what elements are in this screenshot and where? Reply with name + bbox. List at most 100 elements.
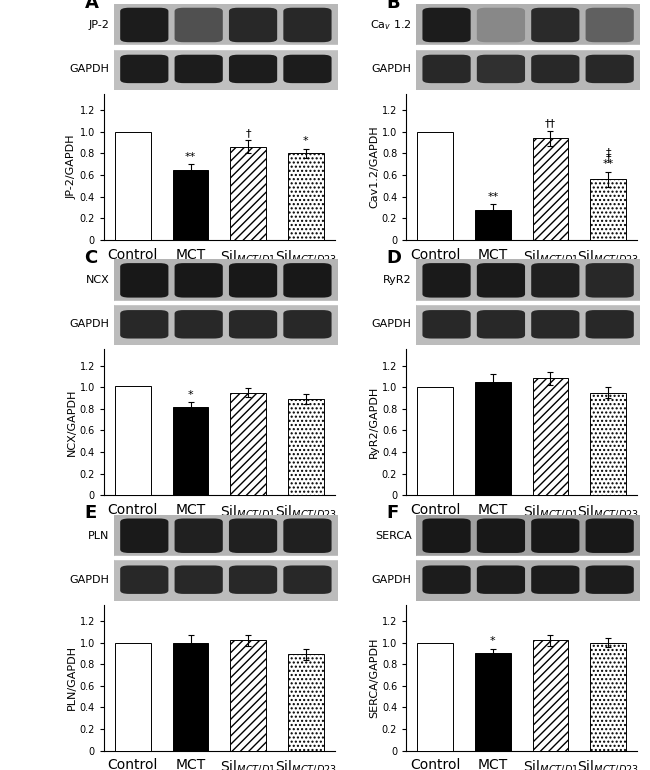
Bar [416,560,640,601]
Bar [416,556,640,560]
Bar [416,514,640,556]
FancyBboxPatch shape [586,8,634,42]
Bar [590,642,626,751]
Text: PLN: PLN [88,531,109,541]
Text: A: A [84,0,98,12]
FancyBboxPatch shape [422,310,471,339]
FancyBboxPatch shape [175,263,223,297]
Text: **: ** [185,152,196,162]
FancyBboxPatch shape [120,55,168,83]
FancyBboxPatch shape [120,263,168,297]
Text: F: F [387,504,399,522]
Text: GAPDH: GAPDH [70,574,109,584]
FancyBboxPatch shape [175,565,223,594]
FancyBboxPatch shape [422,8,471,42]
FancyBboxPatch shape [175,8,223,42]
Y-axis label: PLN/GAPDH: PLN/GAPDH [67,645,77,710]
FancyBboxPatch shape [120,8,168,42]
Bar [590,393,626,495]
Bar [173,169,209,240]
Bar [173,642,209,751]
Text: GAPDH: GAPDH [70,64,109,74]
Text: *: * [490,636,495,646]
Text: GAPDH: GAPDH [372,64,411,74]
Bar [115,386,151,495]
Text: *: * [188,390,193,400]
FancyBboxPatch shape [477,55,525,83]
Bar [417,132,453,240]
Text: †: † [246,128,251,138]
Bar [532,379,568,495]
Bar [230,147,266,240]
Y-axis label: SERCA/GAPDH: SERCA/GAPDH [369,638,379,718]
FancyBboxPatch shape [283,310,332,339]
Text: D: D [387,249,402,267]
Bar [475,209,511,240]
FancyBboxPatch shape [175,518,223,553]
Bar [416,4,640,45]
Bar [114,259,338,300]
FancyBboxPatch shape [283,55,332,83]
FancyBboxPatch shape [586,310,634,339]
Bar [230,641,266,751]
Bar [114,4,338,45]
Text: SERCA: SERCA [375,531,411,541]
Bar [532,139,568,240]
Bar [532,641,568,751]
FancyBboxPatch shape [531,310,579,339]
FancyBboxPatch shape [283,565,332,594]
Bar [417,642,453,751]
FancyBboxPatch shape [531,55,579,83]
FancyBboxPatch shape [120,565,168,594]
Bar [173,407,209,495]
Text: ††: †† [545,118,556,128]
Text: GAPDH: GAPDH [372,574,411,584]
FancyBboxPatch shape [477,565,525,594]
FancyBboxPatch shape [586,55,634,83]
Bar [114,300,338,304]
Text: †: † [605,153,611,163]
FancyBboxPatch shape [422,565,471,594]
FancyBboxPatch shape [531,565,579,594]
Bar [114,304,338,346]
Text: GAPDH: GAPDH [70,320,109,330]
Bar [417,387,453,495]
Text: RyR2: RyR2 [383,276,411,286]
Y-axis label: NCX/GAPDH: NCX/GAPDH [67,389,77,456]
Text: ‡: ‡ [605,147,611,157]
FancyBboxPatch shape [531,263,579,297]
FancyBboxPatch shape [120,518,168,553]
Y-axis label: JP-2/GAPDH: JP-2/GAPDH [67,135,77,199]
Bar [288,399,324,495]
Bar [115,132,151,240]
Text: C: C [84,249,98,267]
FancyBboxPatch shape [477,518,525,553]
Text: Ca$_v$ 1.2: Ca$_v$ 1.2 [370,18,411,32]
Text: *: * [303,136,309,146]
FancyBboxPatch shape [586,263,634,297]
Text: **: ** [603,159,614,169]
Text: JP-2: JP-2 [88,20,109,30]
Bar [114,49,338,90]
Bar [475,654,511,751]
Bar [416,259,640,300]
FancyBboxPatch shape [531,8,579,42]
Bar [416,304,640,346]
Bar [416,45,640,49]
FancyBboxPatch shape [283,518,332,553]
Y-axis label: RyR2/GAPDH: RyR2/GAPDH [369,387,379,458]
FancyBboxPatch shape [477,310,525,339]
FancyBboxPatch shape [283,8,332,42]
FancyBboxPatch shape [229,8,277,42]
FancyBboxPatch shape [586,565,634,594]
Bar [114,45,338,49]
FancyBboxPatch shape [229,310,277,339]
FancyBboxPatch shape [229,55,277,83]
Bar [416,300,640,304]
Bar [115,642,151,751]
Bar [230,393,266,495]
Text: B: B [387,0,400,12]
Bar [590,179,626,240]
Text: E: E [84,504,97,522]
FancyBboxPatch shape [477,263,525,297]
